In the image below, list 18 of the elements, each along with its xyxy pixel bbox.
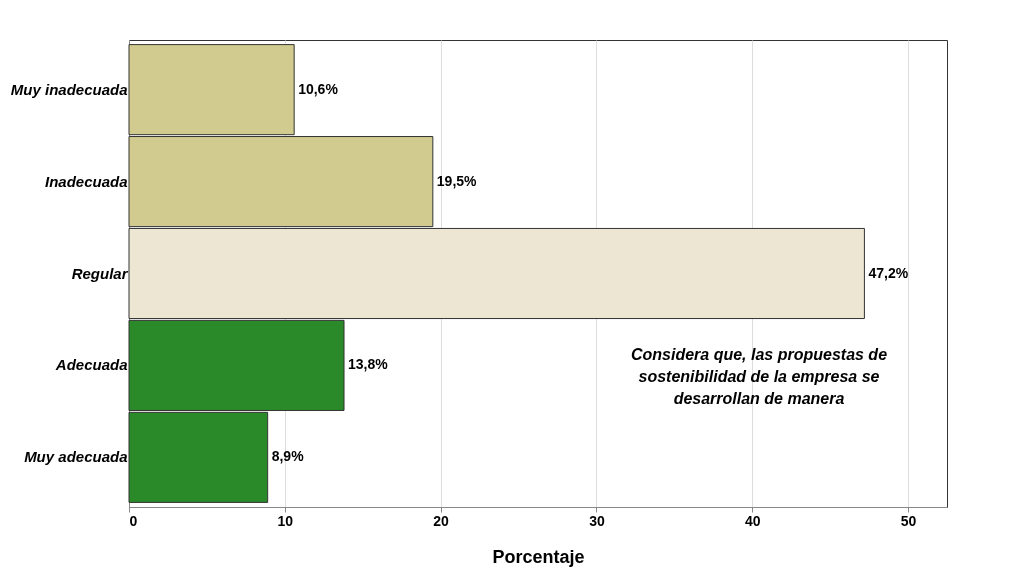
data-label: 47,2% [868, 264, 909, 281]
x-tick-label: 30 [589, 512, 605, 529]
x-tick-label: 50 [900, 512, 917, 529]
x-tick-label: 0 [129, 512, 138, 529]
y-tick-label: Adecuada [54, 356, 128, 374]
x-tick-label: 40 [744, 512, 761, 529]
y-tick-label: Muy adecuada [24, 448, 128, 466]
data-label: 8,9% [271, 448, 305, 465]
data-label: 13,8% [348, 356, 389, 373]
data-label: 10,6% [298, 80, 339, 97]
x-axis-title: Porcentaje [492, 546, 585, 567]
x-tick-label: 10 [277, 512, 294, 529]
data-label: 19,5% [436, 172, 478, 189]
y-tick-label: Muy inadecuada [10, 80, 128, 98]
x-tick-label: 20 [433, 512, 450, 529]
y-tick-label: Inadecuada [44, 172, 128, 190]
y-tick-label: Regular [71, 264, 129, 282]
annotation: Considera que, las propuestas de sostenibilidad de la empresa se desarrollan de manera [630, 346, 888, 407]
